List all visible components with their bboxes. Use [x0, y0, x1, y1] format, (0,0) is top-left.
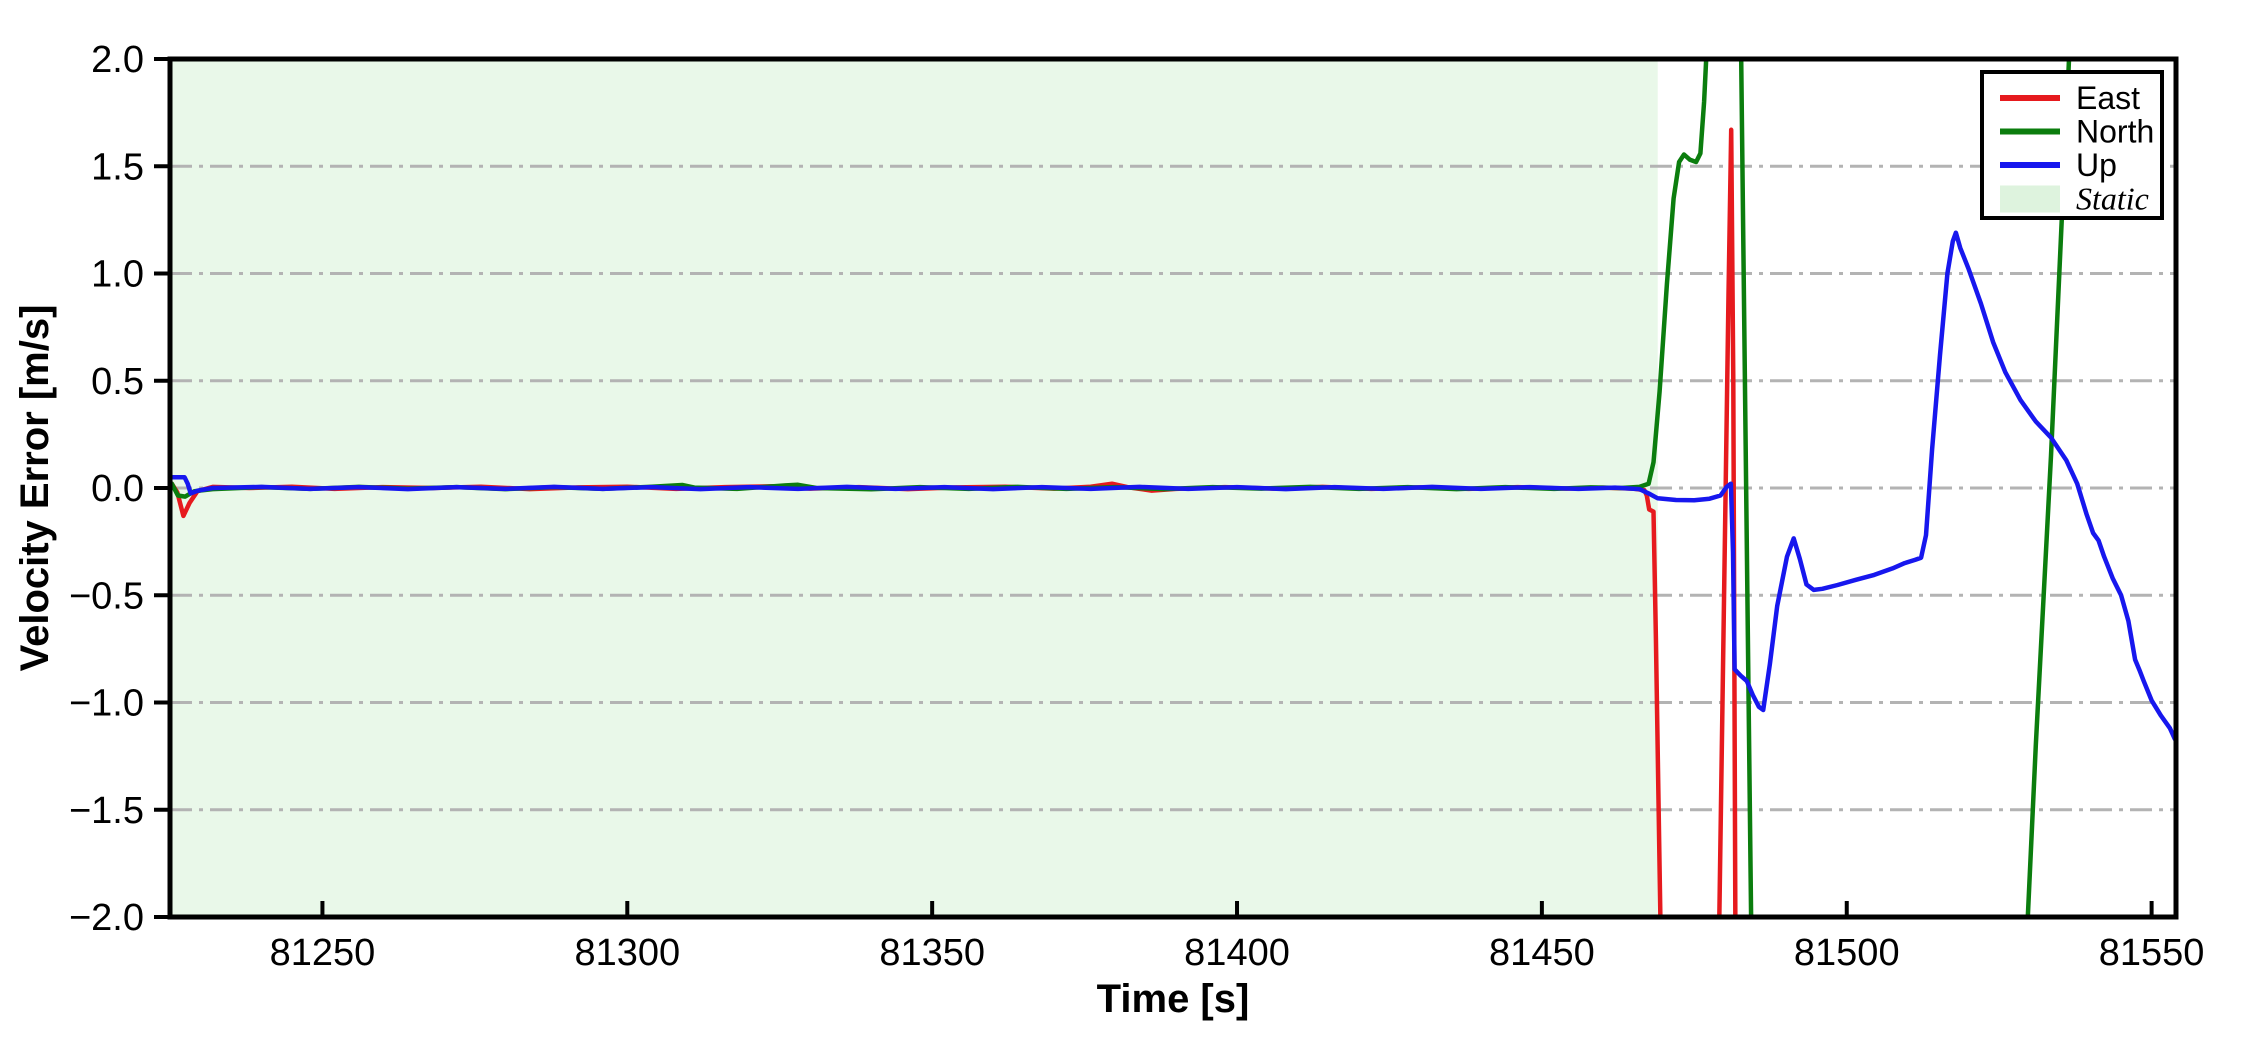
legend-swatch-static [2000, 185, 2060, 213]
legend-label-up: Up [2076, 147, 2117, 183]
y-tick-label: −2.0 [69, 897, 144, 939]
y-axis-title: Velocity Error [m/s] [13, 305, 57, 672]
y-tick-label: 2.0 [91, 39, 144, 81]
x-tick-label: 81450 [1489, 932, 1595, 974]
series-group [170, 59, 2176, 917]
legend-label-east: East [2076, 80, 2140, 116]
y-tick-label: −1.5 [69, 790, 144, 832]
y-tick-label: 1.5 [91, 146, 144, 188]
x-tick-labels: 81250 81300 81350 81400 81450 81500 81550 [270, 932, 2205, 974]
x-tick-label: 81350 [879, 932, 985, 974]
y-tick-labels: 2.0 1.5 1.0 0.5 0.0 −0.5 −1.0 −1.5 −2.0 [69, 39, 144, 939]
y-tick-label: 0.0 [91, 468, 144, 510]
x-tick-label: 81500 [1794, 932, 1900, 974]
x-tick-label: 81250 [270, 932, 376, 974]
x-tick-label: 81400 [1184, 932, 1290, 974]
y-tick-label: −0.5 [69, 575, 144, 617]
series-up-line [170, 230, 2176, 742]
axis-ticks [154, 57, 2154, 919]
legend-label-north: North [2076, 114, 2154, 150]
legend-label-static: Static [2076, 181, 2149, 217]
y-tick-label: 1.0 [91, 254, 144, 296]
y-tick-label: 0.5 [91, 361, 144, 403]
x-tick-label: 81300 [574, 932, 680, 974]
x-tick-label: 81550 [2099, 932, 2205, 974]
x-axis-title: Time [s] [1097, 977, 1250, 1021]
y-tick-label: −1.0 [69, 683, 144, 725]
